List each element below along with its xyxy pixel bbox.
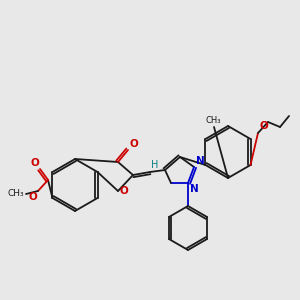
Text: O: O [120,186,129,196]
Text: O: O [30,158,39,168]
Text: CH₃: CH₃ [205,116,221,125]
Text: O: O [28,192,37,202]
Text: O: O [129,139,138,149]
Text: O: O [259,121,268,131]
Text: N: N [190,184,199,194]
Text: CH₃: CH₃ [8,190,24,199]
Text: N: N [196,156,205,166]
Text: H: H [151,160,158,170]
